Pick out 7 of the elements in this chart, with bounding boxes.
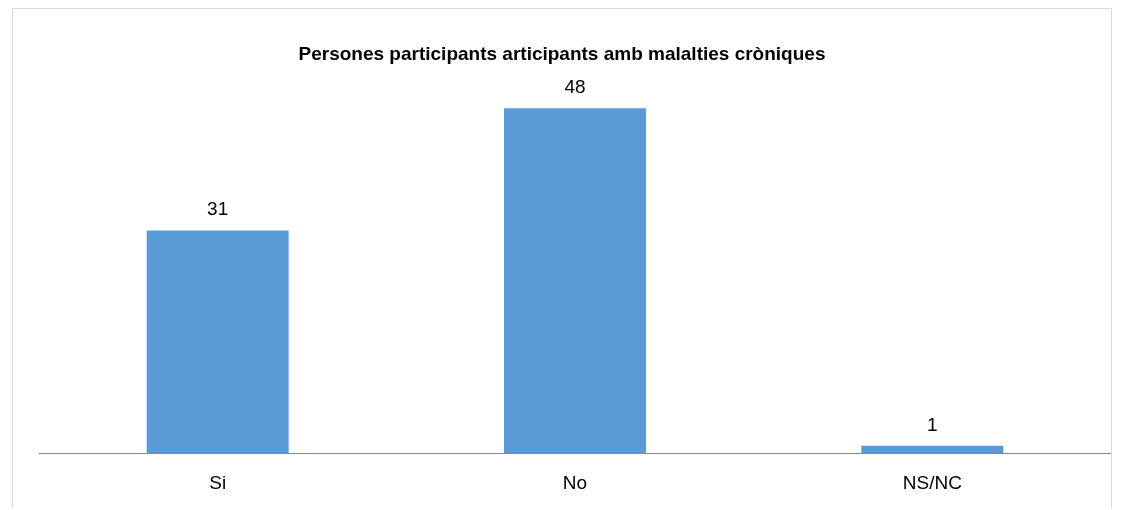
data-label: 1 bbox=[927, 413, 938, 435]
x-tick-label: No bbox=[562, 472, 588, 493]
data-label: 48 bbox=[564, 76, 586, 98]
chart-title: Persones participants articipants amb malalties cròniques bbox=[298, 43, 826, 64]
x-tick-label: Si bbox=[209, 472, 227, 493]
x-tick-label: NS/NC bbox=[902, 472, 962, 493]
data-label: 31 bbox=[207, 198, 229, 220]
